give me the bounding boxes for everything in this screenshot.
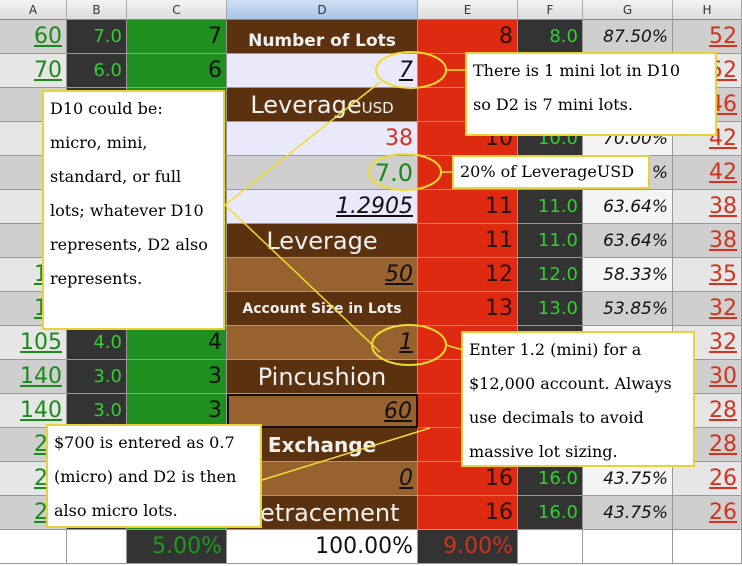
cell: 16 — [418, 462, 518, 496]
callout: 20% of LeverageUSD — [452, 155, 650, 189]
callout-line: 20% of LeverageUSD — [460, 162, 635, 181]
cell — [67, 530, 127, 564]
cell: 8.0 — [518, 20, 583, 54]
cell: 52 — [673, 20, 742, 54]
callout-line: standard, or full — [50, 167, 182, 186]
cell: 5.00% — [127, 530, 227, 564]
column-header: D — [227, 0, 418, 20]
cell: 7.0 — [67, 20, 127, 54]
cell: 63.64% — [583, 190, 673, 224]
connector — [224, 81, 381, 206]
callout-line: represents. — [50, 269, 143, 288]
callout-line: also micro lots. — [54, 501, 178, 520]
cell: 35 — [673, 258, 742, 292]
callout-line: lots; whatever D10 — [50, 201, 204, 220]
cell: 16.0 — [518, 462, 583, 496]
cell: 43.75% — [583, 462, 673, 496]
cell — [673, 530, 742, 564]
highlight-ellipse — [368, 153, 442, 191]
callout-line: use decimals to avoid — [469, 408, 644, 427]
cell: 3.0 — [67, 394, 127, 428]
cell: 11.0 — [518, 190, 583, 224]
cell: 43.75% — [583, 496, 673, 530]
callout-line: $700 is entered as 0.7 — [54, 433, 235, 452]
callout-line: There is 1 mini lot in D10 — [473, 61, 681, 80]
cell: 42 — [673, 156, 742, 190]
cell: 16 — [418, 496, 518, 530]
connector — [445, 344, 464, 351]
callout: There is 1 mini lot in D10 so D2 is 7 min… — [465, 52, 717, 136]
cell: Leverage USD — [227, 88, 418, 122]
callout-line: represents, D2 also — [50, 235, 208, 254]
cell: 53.85% — [583, 292, 673, 326]
cell: 11.0 — [518, 224, 583, 258]
callout-line: micro, mini, — [50, 133, 148, 152]
callout-line: (micro) and D2 is then — [54, 467, 237, 486]
cell: 7 — [127, 20, 227, 54]
cell: 26 — [673, 462, 742, 496]
connector — [224, 204, 381, 353]
cell: Pincushion — [227, 360, 418, 394]
cell: Leverage — [227, 224, 418, 258]
cell: 12.0 — [518, 258, 583, 292]
column-header: B — [67, 0, 127, 20]
cell: Number of Lots — [227, 20, 418, 54]
cell: 4.0 — [67, 326, 127, 360]
column-header: F — [518, 0, 583, 20]
callout-line: $12,000 account. Always — [469, 374, 672, 393]
cell: 105 — [0, 326, 67, 360]
callout-line: D10 could be: — [50, 99, 163, 118]
cell: 9.00% — [418, 530, 518, 564]
cell: 6 — [127, 54, 227, 88]
cell: 100.00% — [227, 530, 418, 564]
cell: 7.0 — [227, 156, 418, 190]
cell-subscript: USD — [361, 99, 394, 117]
cell: 16.0 — [518, 496, 583, 530]
cell: 38 — [673, 190, 742, 224]
cell: 58.33% — [583, 258, 673, 292]
cell: 26 — [673, 496, 742, 530]
cell: 1 — [227, 326, 418, 360]
column-header: C — [127, 0, 227, 20]
cell: 60 — [0, 20, 67, 54]
callout-line: Enter 1.2 (mini) for a — [469, 340, 642, 359]
cell: 38 — [673, 224, 742, 258]
cell: 50 — [227, 258, 418, 292]
column-header: E — [418, 0, 518, 20]
cell: 87.50% — [583, 20, 673, 54]
cell: 1.2905 — [227, 190, 418, 224]
connector — [261, 427, 431, 481]
highlight-ellipse — [371, 324, 447, 366]
column-header: G — [583, 0, 673, 20]
cell: 11 — [418, 224, 518, 258]
cell: 63.64% — [583, 224, 673, 258]
cell: 60 — [227, 394, 418, 428]
cell: 6.0 — [67, 54, 127, 88]
cell: 140 — [0, 360, 67, 394]
callout: D10 could be: micro, mini, standard, or fu… — [42, 90, 225, 330]
cell-text: Leverage — [250, 90, 362, 119]
column-header: A — [0, 0, 67, 20]
callout-line: massive lot sizing. — [469, 442, 618, 461]
callout: Enter 1.2 (mini) for a $12,000 account. A… — [461, 331, 695, 467]
cell: 11 — [418, 190, 518, 224]
highlight-ellipse — [375, 51, 447, 89]
cell: 13.0 — [518, 292, 583, 326]
cell: 12 — [418, 258, 518, 292]
callout-line: so D2 is 7 mini lots. — [473, 95, 633, 114]
cell: 140 — [0, 394, 67, 428]
cell — [518, 530, 583, 564]
cell: 4 — [127, 326, 227, 360]
callout: $700 is entered as 0.7 (micro) and D2 is … — [46, 424, 262, 528]
cell — [583, 530, 673, 564]
cell: 3 — [127, 360, 227, 394]
cell: 3.0 — [67, 360, 127, 394]
cell: Account Size in Lots — [227, 292, 418, 326]
cell: 13 — [418, 292, 518, 326]
cell — [0, 530, 67, 564]
cell: 70 — [0, 54, 67, 88]
